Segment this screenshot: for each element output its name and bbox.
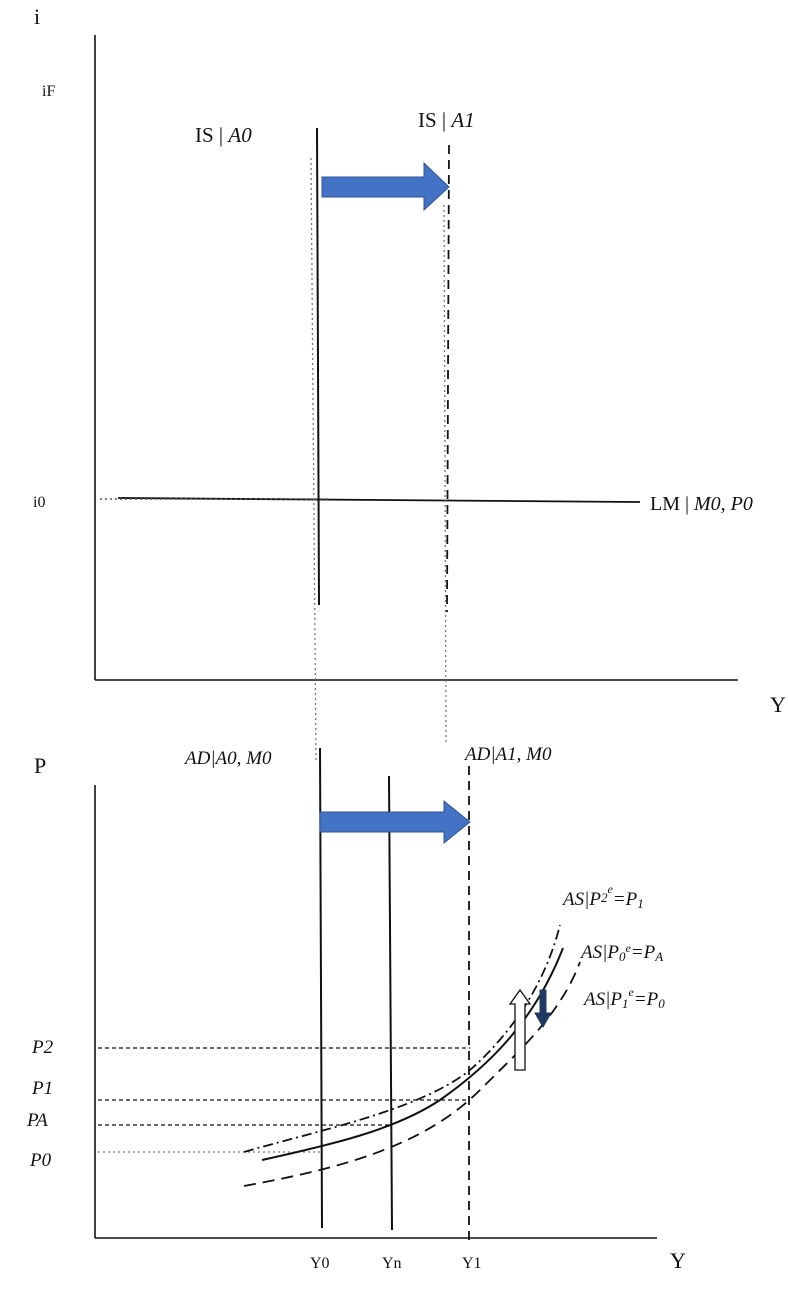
as-p0e-label: AS|P0e=PA xyxy=(579,941,663,964)
pa-label: PA xyxy=(26,1110,48,1131)
as-p1e-label: AS|P1e=P0 xyxy=(582,985,665,1011)
top-y-axis-label: i xyxy=(34,4,40,29)
bottom-x-axis-label: Y xyxy=(670,1248,686,1273)
top-x-axis-label: Y xyxy=(770,692,786,717)
is0-dotted-guide xyxy=(310,157,317,761)
ad1-label: AD|A1, M0 xyxy=(463,744,552,765)
bottom-y-axis-label: P xyxy=(34,753,46,778)
ad-shift-arrow xyxy=(319,799,471,845)
p1-label: P1 xyxy=(31,1078,53,1099)
as-down-arrow xyxy=(534,989,552,1029)
p2-label: P2 xyxy=(31,1037,54,1058)
is0-label: IS | A0 xyxy=(195,123,252,147)
is0-curve xyxy=(316,127,320,606)
as-p2e-label: AS|P2e=P1 xyxy=(561,882,644,911)
yn-line xyxy=(388,775,393,1231)
y1-label: Y1 xyxy=(462,1255,482,1272)
is1-curve xyxy=(446,144,450,613)
lm-label: LM | M0, P0 xyxy=(650,493,753,515)
i-0-label: i0 xyxy=(33,494,45,511)
is1-label: IS | A1 xyxy=(418,108,475,132)
yn-label: Yn xyxy=(382,1255,402,1272)
y0-label: Y0 xyxy=(310,1255,330,1272)
as-p1e-curve xyxy=(243,961,581,1187)
is-shift-arrow xyxy=(321,161,450,212)
p0-label: P0 xyxy=(29,1150,52,1171)
i-f-label: iF xyxy=(42,83,55,100)
bottom-panel: P Y AD|A0, M0 AD|A1, M0 P2 P1 PA P0 AS|P… xyxy=(26,744,686,1273)
as-p2e-curve xyxy=(243,924,561,1153)
is1-dotted-guide xyxy=(443,204,447,743)
ad0-label: AD|A0, M0 xyxy=(183,748,272,769)
as-up-arrow xyxy=(508,988,532,1071)
top-panel: i Y iF i0 LM | M0, P0 IS | A0 IS | A1 xyxy=(33,4,786,761)
as-p0e-curve xyxy=(261,947,564,1161)
